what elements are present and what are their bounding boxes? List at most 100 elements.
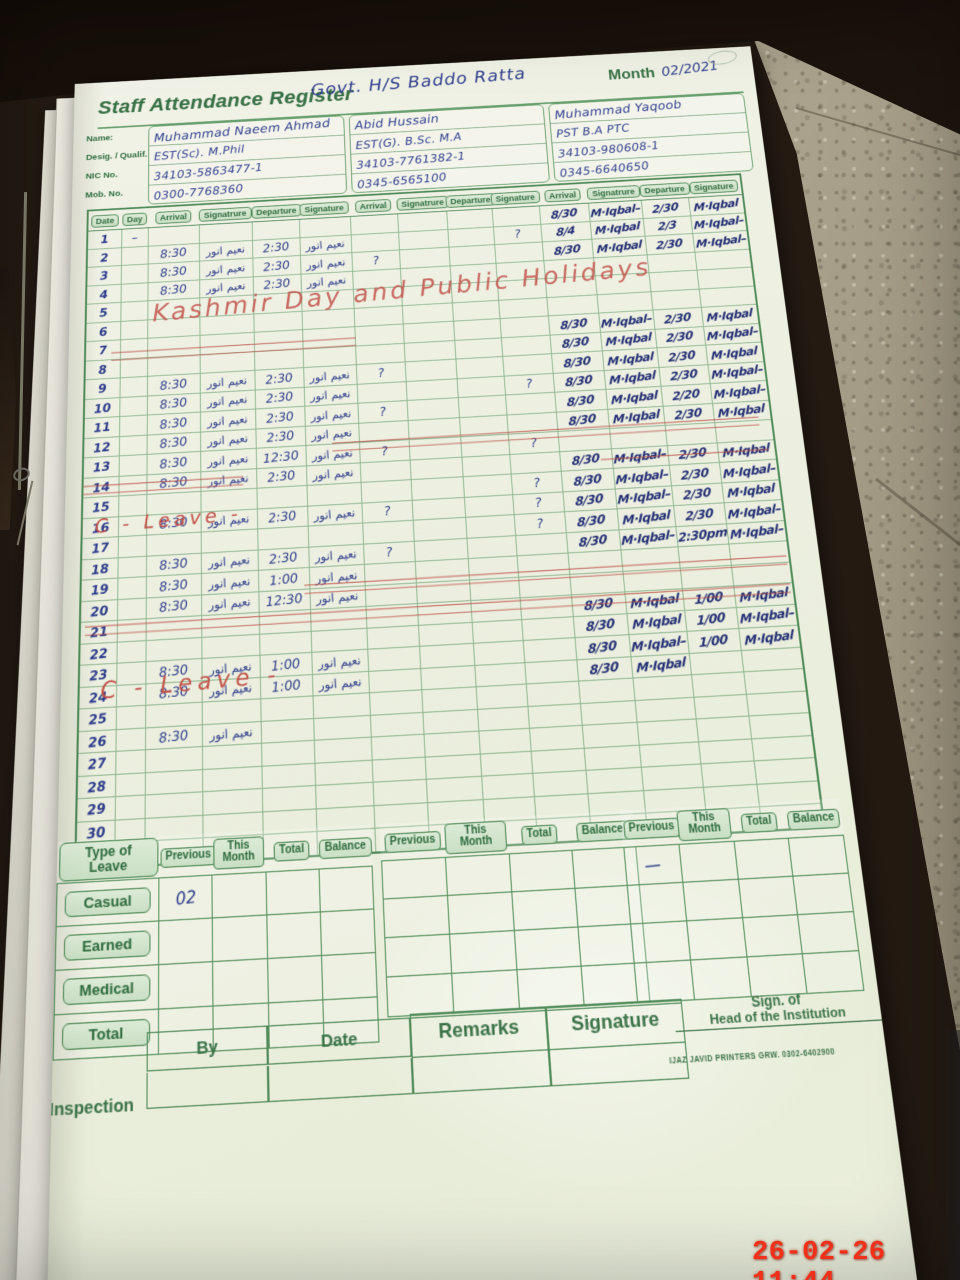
- date-cell: 1: [87, 229, 121, 249]
- date-cell: 8: [85, 359, 120, 380]
- handwritten-entry: 8/30: [590, 659, 619, 678]
- casual-previous-value: 02: [175, 886, 197, 909]
- handwritten-entry: M·Iqbal: [707, 306, 753, 324]
- handwritten-entry: 2/30: [681, 465, 709, 482]
- handwritten-entry: 13: [92, 459, 110, 475]
- handwritten-entry: نعیم انور: [313, 506, 356, 524]
- handwritten-entry: 27: [87, 754, 106, 772]
- handwritten-entry: 8:30: [159, 395, 187, 412]
- handwritten-entry: 8:30: [159, 576, 188, 594]
- date-header: Date: [91, 214, 119, 228]
- handwritten-entry: نعیم انور: [306, 255, 346, 271]
- handwritten-entry: 2/3: [658, 219, 677, 234]
- handwritten-entry: 17: [91, 540, 109, 557]
- date-cell: 28: [77, 774, 116, 799]
- handwritten-entry: 8: [98, 362, 107, 377]
- handwritten-entry: 8:30: [159, 414, 187, 431]
- total-row-label: Total: [62, 1019, 150, 1051]
- handwritten-entry: نعیم انور: [311, 426, 353, 443]
- handwritten-entry: 7: [98, 343, 107, 358]
- departure-header: Departure: [639, 182, 690, 197]
- tile-grout-line: [875, 478, 960, 597]
- date-cell: 18: [81, 557, 118, 580]
- handwritten-entry: 2:30: [267, 468, 296, 486]
- handwritten-entry: نعیم انور: [209, 724, 253, 743]
- day-header: Day: [122, 213, 147, 227]
- handwritten-entry: نعیم انور: [207, 373, 248, 390]
- handwritten-entry: M·Iqbal–: [713, 382, 765, 402]
- handwritten-entry: 8/30: [588, 638, 617, 656]
- handwritten-entry: 6: [99, 324, 108, 339]
- photo-scene: Staff Attendance Register Govt. H/S Badd…: [0, 0, 960, 1280]
- handwritten-entry: ?: [534, 495, 543, 511]
- handwritten-entry: 26: [87, 732, 106, 750]
- medical-row-label: Medical: [63, 974, 150, 1006]
- handwritten-entry: 12:30: [262, 447, 299, 465]
- previous-header: Previous: [160, 846, 216, 868]
- handwritten-entry: 2:30: [263, 257, 291, 273]
- date-header: Date: [267, 1019, 411, 1065]
- handwritten-entry: M·Iqbal–: [711, 363, 763, 383]
- handwritten-entry: ?: [385, 544, 393, 560]
- handwritten-entry: M·Iqbal–: [601, 311, 652, 330]
- balance-header: Balance: [787, 809, 841, 831]
- signature-header: Signatrure: [199, 207, 251, 222]
- handwritten-entry: M·Iqbal: [605, 331, 651, 350]
- handwritten-entry: 18: [90, 560, 108, 577]
- handwritten-entry: M·Iqbal: [632, 612, 681, 633]
- handwritten-entry: M·Iqbal: [607, 350, 653, 369]
- handwritten-entry: 8/30: [560, 316, 587, 332]
- handwritten-entry: نعیم انور: [312, 465, 354, 482]
- handwritten-entry: نعیم انور: [208, 594, 251, 612]
- handwritten-entry: M·Iqbal: [728, 481, 775, 501]
- handwritten-entry: نعیم انور: [305, 237, 345, 253]
- departure-header: Departure: [445, 193, 495, 208]
- handwritten-entry: 8/30: [575, 491, 603, 508]
- date-cell: 9: [84, 378, 119, 399]
- handwritten-entry: 5: [99, 305, 108, 319]
- handwritten-entry: 22: [89, 645, 108, 663]
- handwritten-entry: 8/30: [579, 532, 607, 550]
- handwritten-entry: 11: [93, 419, 111, 435]
- total-header: Total: [274, 841, 310, 862]
- handwritten-entry: 2:30: [265, 370, 293, 387]
- handwritten-entry: M·Iqbal: [694, 196, 739, 214]
- handwritten-entry: 3: [100, 268, 109, 282]
- leave-summary-table-3: Previous This Month Total Balance —: [620, 798, 865, 1003]
- printer-credit: IJAZ JAVID PRINTERS GRW. 0302-6402900: [669, 1045, 891, 1066]
- previous-header: Previous: [384, 831, 441, 853]
- handwritten-entry: M·Iqbal–: [722, 461, 775, 481]
- handwritten-entry: ?: [525, 376, 533, 391]
- handwritten-entry: –: [131, 231, 138, 245]
- handwritten-entry: 2/30: [683, 485, 711, 502]
- date-cell: 2: [87, 247, 121, 267]
- handwritten-entry: نعیم انور: [310, 406, 352, 423]
- handwritten-entry: 2/30: [652, 200, 678, 215]
- handwritten-entry: 8:30: [160, 282, 188, 298]
- staff-box-3: Muhammad Yaqoob PST B.A PTC 34103-980608…: [548, 93, 754, 182]
- handwritten-entry: 2/30: [670, 367, 697, 384]
- handwritten-entry: M·Iqbal: [711, 344, 757, 363]
- signature-header: Signature: [546, 999, 686, 1051]
- signature-header: Signature: [689, 180, 739, 195]
- handwritten-entry: 1: [100, 232, 109, 246]
- signature-header: Signature: [491, 191, 541, 206]
- handwritten-entry: نعیم انور: [207, 412, 248, 429]
- arrival-header: Arrival: [355, 199, 392, 214]
- handwritten-entry: M·Iqbal–: [615, 467, 668, 487]
- handwritten-entry: نعیم انور: [208, 553, 251, 571]
- balance-header: Balance: [319, 837, 372, 859]
- handwritten-entry: 15: [91, 499, 109, 516]
- camera-timestamp: 26-02-26 11:44: [752, 1238, 960, 1280]
- staff-box-1: Muhammad Naeem Ahmad EST(Sc). M.Phil 341…: [148, 115, 347, 204]
- handwritten-entry: 8:30: [159, 454, 188, 471]
- handwritten-entry: M·Iqbal–: [727, 501, 780, 522]
- handwritten-entry: 2:30: [265, 389, 294, 406]
- handwritten-entry: ?: [535, 515, 544, 531]
- handwritten-entry: ?: [372, 253, 380, 267]
- handwritten-entry: 8/30: [567, 392, 594, 409]
- handwritten-entry: 2/20: [673, 386, 700, 403]
- arrival-header: Arrival: [155, 210, 191, 225]
- signature-header: Signature: [300, 201, 349, 216]
- handwritten-entry: 8/30: [554, 242, 581, 258]
